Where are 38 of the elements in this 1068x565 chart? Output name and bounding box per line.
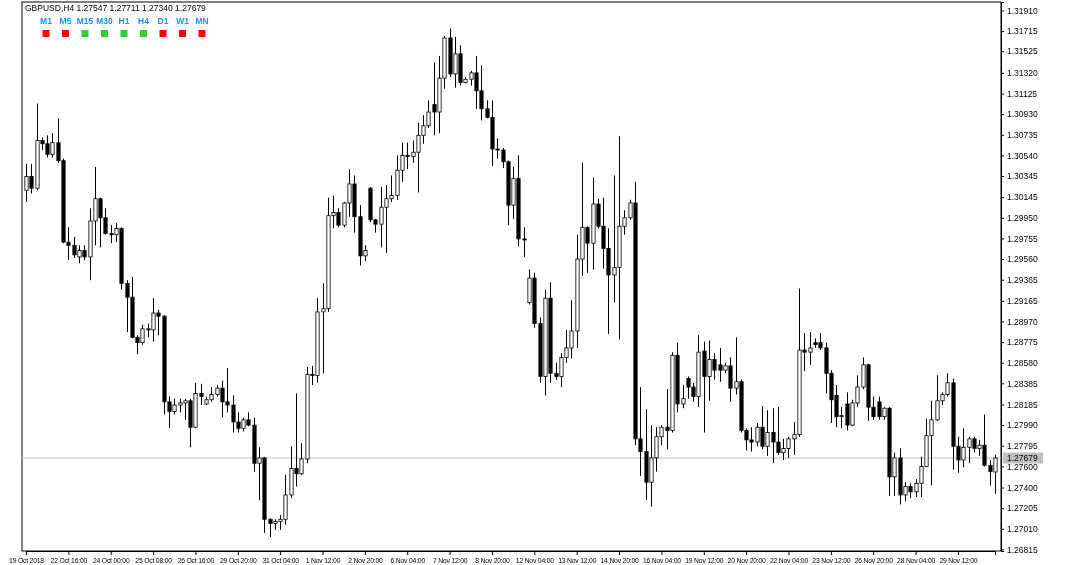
category-label: M30 [96, 16, 114, 26]
y-tick-label: 1.29950 [1007, 213, 1038, 224]
category-label: D1 [157, 16, 169, 26]
category-label: H4 [138, 16, 150, 26]
y-tick-label: 1.31910 [1007, 5, 1038, 16]
chart-title: GBPUSD,H4 1.27547 1.27711 1.27340 1.27679 [25, 3, 207, 13]
y-tick-label: 1.31715 [1007, 26, 1038, 37]
y-tick-label: 1.27600 [1007, 461, 1038, 472]
category-label: W1 [176, 16, 190, 26]
y-tick-label: 1.27400 [1007, 482, 1038, 493]
y-tick-label: 1.28185 [1007, 399, 1038, 410]
category-label: M15 [76, 16, 94, 26]
y-tick-label: 1.28385 [1007, 378, 1038, 389]
category-label: M5 [59, 16, 72, 26]
category-label: H1 [118, 16, 130, 26]
y-tick-label: 1.27010 [1007, 524, 1038, 535]
y-tick-label: 1.30735 [1007, 129, 1038, 140]
y-tick-label: 1.31525 [1007, 46, 1038, 57]
y-tick-label: 1.26815 [1007, 544, 1038, 555]
y-tick-label: 1.29560 [1007, 254, 1038, 265]
y-tick-label: 1.27795 [1007, 440, 1038, 451]
category-label: M1 [40, 16, 53, 26]
category-label: MN [195, 16, 209, 26]
y-tick-label: 1.30540 [1007, 150, 1038, 161]
y-tick-label: 1.27990 [1007, 420, 1038, 431]
y-tick-label: 1.27205 [1007, 503, 1038, 514]
y-tick-label: 1.29365 [1007, 274, 1038, 285]
y-tick-label: 1.31125 [1007, 88, 1038, 99]
y-tick-label: 1.30145 [1007, 192, 1038, 203]
y-tick-label: 1.29165 [1007, 296, 1038, 307]
y-tick-label: 1.28580 [1007, 357, 1038, 368]
ref-line-label: 1.27679 [1007, 452, 1038, 463]
y-tick-label: 1.31320 [1007, 68, 1038, 79]
y-tick-label: 1.30930 [1007, 109, 1038, 120]
y-tick-label: 1.30345 [1007, 171, 1038, 182]
y-tick-label: 1.28970 [1007, 316, 1038, 327]
y-tick-label: 1.29755 [1007, 233, 1038, 244]
y-tick-label: 1.28775 [1007, 337, 1038, 348]
